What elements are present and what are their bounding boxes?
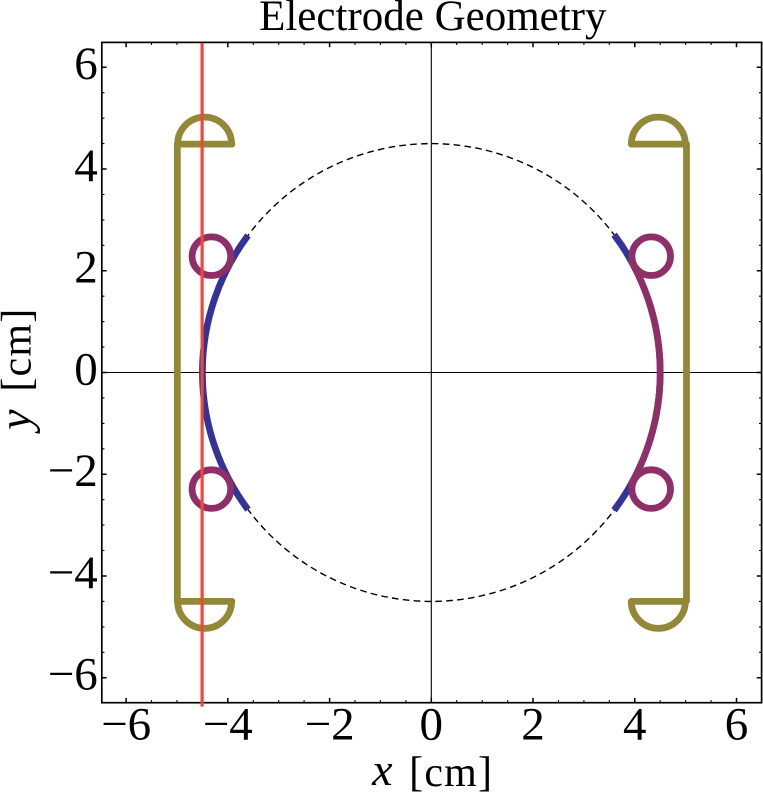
svg-text:6: 6 bbox=[74, 38, 98, 90]
svg-text:6: 6 bbox=[725, 698, 749, 750]
svg-text:−6: −6 bbox=[101, 698, 151, 750]
svg-text:2: 2 bbox=[521, 698, 545, 750]
svg-text:y: y bbox=[0, 409, 41, 434]
svg-text:−2: −2 bbox=[48, 445, 98, 497]
svg-text:[cm]: [cm] bbox=[0, 308, 41, 392]
svg-text:4: 4 bbox=[74, 140, 98, 192]
svg-text:0: 0 bbox=[420, 698, 444, 750]
svg-text:x: x bbox=[371, 744, 393, 795]
svg-text:−2: −2 bbox=[305, 698, 355, 750]
svg-text:−4: −4 bbox=[48, 547, 98, 599]
svg-text:0: 0 bbox=[74, 343, 98, 395]
svg-text:[cm]: [cm] bbox=[409, 750, 493, 796]
svg-text:2: 2 bbox=[74, 242, 98, 294]
svg-text:−6: −6 bbox=[48, 649, 98, 701]
svg-text:Electrode Geometry: Electrode Geometry bbox=[259, 0, 607, 40]
svg-text:−4: −4 bbox=[203, 698, 253, 750]
svg-text:4: 4 bbox=[623, 698, 647, 750]
